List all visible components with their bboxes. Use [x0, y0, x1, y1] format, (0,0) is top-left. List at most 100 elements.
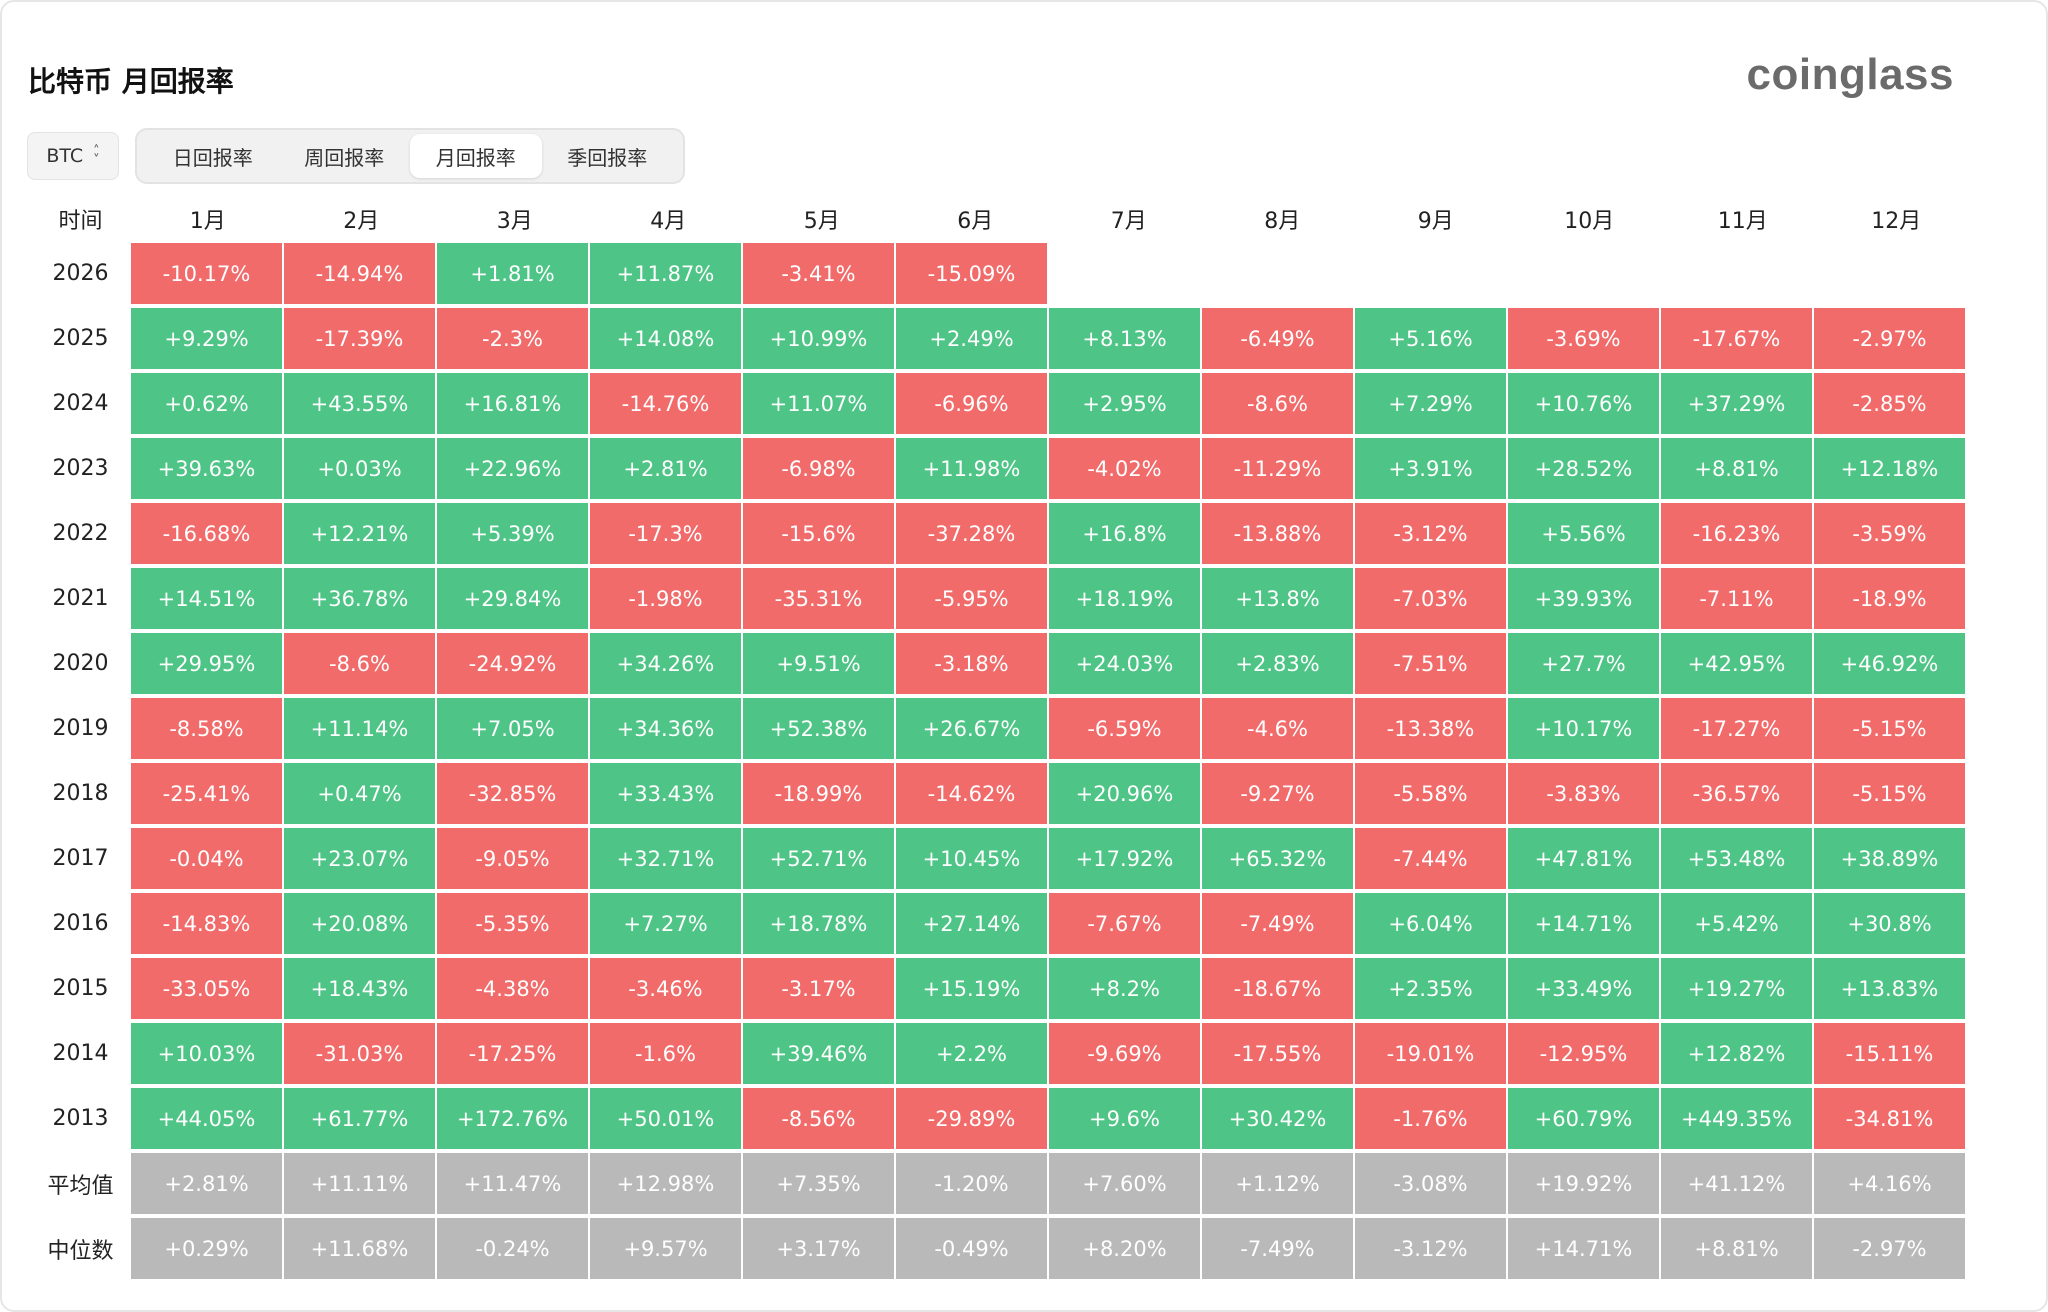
return-cell[interactable]: +10.76%: [1508, 373, 1659, 434]
return-cell[interactable]: -4.38%: [437, 958, 588, 1019]
return-cell[interactable]: +0.03%: [284, 438, 435, 499]
return-cell[interactable]: -1.76%: [1355, 1088, 1506, 1149]
asset-select[interactable]: BTC ˄ ˅: [27, 132, 119, 180]
return-cell[interactable]: +17.92%: [1049, 828, 1200, 889]
return-cell[interactable]: +43.55%: [284, 373, 435, 434]
return-cell[interactable]: -17.67%: [1661, 308, 1812, 369]
return-cell[interactable]: +22.96%: [437, 438, 588, 499]
return-cell[interactable]: +11.68%: [284, 1218, 435, 1279]
return-cell[interactable]: -2.97%: [1814, 1218, 1965, 1279]
return-cell[interactable]: +47.81%: [1508, 828, 1659, 889]
return-cell[interactable]: -3.08%: [1355, 1153, 1506, 1214]
return-cell[interactable]: -18.99%: [743, 763, 894, 824]
return-cell[interactable]: +6.04%: [1355, 893, 1506, 954]
return-cell[interactable]: +0.47%: [284, 763, 435, 824]
return-cell[interactable]: +14.51%: [131, 568, 282, 629]
return-cell[interactable]: +15.19%: [896, 958, 1047, 1019]
return-cell[interactable]: -3.12%: [1355, 503, 1506, 564]
return-cell[interactable]: +38.89%: [1814, 828, 1965, 889]
return-cell[interactable]: -8.58%: [131, 698, 282, 759]
return-cell[interactable]: +2.81%: [590, 438, 741, 499]
return-cell[interactable]: +7.05%: [437, 698, 588, 759]
return-cell[interactable]: -14.76%: [590, 373, 741, 434]
return-cell[interactable]: +19.27%: [1661, 958, 1812, 1019]
return-cell[interactable]: -9.27%: [1202, 763, 1353, 824]
return-cell[interactable]: +30.42%: [1202, 1088, 1353, 1149]
return-cell[interactable]: -8.56%: [743, 1088, 894, 1149]
return-cell[interactable]: -8.6%: [1202, 373, 1353, 434]
return-cell[interactable]: -17.25%: [437, 1023, 588, 1084]
return-cell[interactable]: +8.20%: [1049, 1218, 1200, 1279]
return-cell[interactable]: +27.14%: [896, 893, 1047, 954]
return-cell[interactable]: +16.8%: [1049, 503, 1200, 564]
return-cell[interactable]: +14.08%: [590, 308, 741, 369]
return-cell[interactable]: +7.27%: [590, 893, 741, 954]
return-cell[interactable]: -37.28%: [896, 503, 1047, 564]
return-cell[interactable]: -14.62%: [896, 763, 1047, 824]
return-cell[interactable]: -3.12%: [1355, 1218, 1506, 1279]
return-cell[interactable]: -17.55%: [1202, 1023, 1353, 1084]
return-cell[interactable]: +2.83%: [1202, 633, 1353, 694]
return-cell[interactable]: -3.17%: [743, 958, 894, 1019]
return-cell[interactable]: +50.01%: [590, 1088, 741, 1149]
return-cell[interactable]: -2.85%: [1814, 373, 1965, 434]
return-cell[interactable]: +30.8%: [1814, 893, 1965, 954]
return-cell[interactable]: -3.41%: [743, 243, 894, 304]
return-cell[interactable]: -1.6%: [590, 1023, 741, 1084]
return-cell[interactable]: +36.78%: [284, 568, 435, 629]
return-cell[interactable]: +42.95%: [1661, 633, 1812, 694]
return-cell[interactable]: +34.36%: [590, 698, 741, 759]
return-cell[interactable]: +24.03%: [1049, 633, 1200, 694]
return-cell[interactable]: +20.96%: [1049, 763, 1200, 824]
return-cell[interactable]: +4.16%: [1814, 1153, 1965, 1214]
return-cell[interactable]: +449.35%: [1661, 1088, 1812, 1149]
return-cell[interactable]: -7.11%: [1661, 568, 1812, 629]
return-cell[interactable]: +65.32%: [1202, 828, 1353, 889]
return-cell[interactable]: +32.71%: [590, 828, 741, 889]
return-cell[interactable]: -3.59%: [1814, 503, 1965, 564]
return-cell[interactable]: -3.18%: [896, 633, 1047, 694]
return-cell[interactable]: +34.26%: [590, 633, 741, 694]
tab-daily[interactable]: 日回报率: [172, 145, 253, 170]
return-cell[interactable]: +29.84%: [437, 568, 588, 629]
return-cell[interactable]: -5.15%: [1814, 763, 1965, 824]
return-cell[interactable]: -34.81%: [1814, 1088, 1965, 1149]
return-cell[interactable]: -15.09%: [896, 243, 1047, 304]
return-cell[interactable]: +37.29%: [1661, 373, 1812, 434]
return-cell[interactable]: +7.35%: [743, 1153, 894, 1214]
return-cell[interactable]: -5.15%: [1814, 698, 1965, 759]
return-cell[interactable]: +10.03%: [131, 1023, 282, 1084]
return-cell[interactable]: -16.23%: [1661, 503, 1812, 564]
return-cell[interactable]: +13.83%: [1814, 958, 1965, 1019]
return-cell[interactable]: -6.96%: [896, 373, 1047, 434]
return-cell[interactable]: -32.85%: [437, 763, 588, 824]
return-cell[interactable]: -5.58%: [1355, 763, 1506, 824]
return-cell[interactable]: -5.95%: [896, 568, 1047, 629]
return-cell[interactable]: +52.71%: [743, 828, 894, 889]
return-cell[interactable]: +5.39%: [437, 503, 588, 564]
return-cell[interactable]: +12.18%: [1814, 438, 1965, 499]
return-cell[interactable]: +27.7%: [1508, 633, 1659, 694]
return-cell[interactable]: +9.29%: [131, 308, 282, 369]
return-cell[interactable]: -2.3%: [437, 308, 588, 369]
return-cell[interactable]: +11.11%: [284, 1153, 435, 1214]
return-cell[interactable]: -13.38%: [1355, 698, 1506, 759]
return-cell[interactable]: +60.79%: [1508, 1088, 1659, 1149]
return-cell[interactable]: +20.08%: [284, 893, 435, 954]
return-cell[interactable]: -6.49%: [1202, 308, 1353, 369]
return-cell[interactable]: +3.17%: [743, 1218, 894, 1279]
return-cell[interactable]: +19.92%: [1508, 1153, 1659, 1214]
return-cell[interactable]: -9.69%: [1049, 1023, 1200, 1084]
return-cell[interactable]: -18.67%: [1202, 958, 1353, 1019]
return-cell[interactable]: -1.20%: [896, 1153, 1047, 1214]
return-cell[interactable]: -15.6%: [743, 503, 894, 564]
return-cell[interactable]: -0.24%: [437, 1218, 588, 1279]
return-cell[interactable]: +33.43%: [590, 763, 741, 824]
return-cell[interactable]: +0.29%: [131, 1218, 282, 1279]
return-cell[interactable]: -3.83%: [1508, 763, 1659, 824]
return-cell[interactable]: +52.38%: [743, 698, 894, 759]
return-cell[interactable]: +39.93%: [1508, 568, 1659, 629]
return-cell[interactable]: +7.60%: [1049, 1153, 1200, 1214]
return-cell[interactable]: +12.21%: [284, 503, 435, 564]
return-cell[interactable]: +14.71%: [1508, 1218, 1659, 1279]
